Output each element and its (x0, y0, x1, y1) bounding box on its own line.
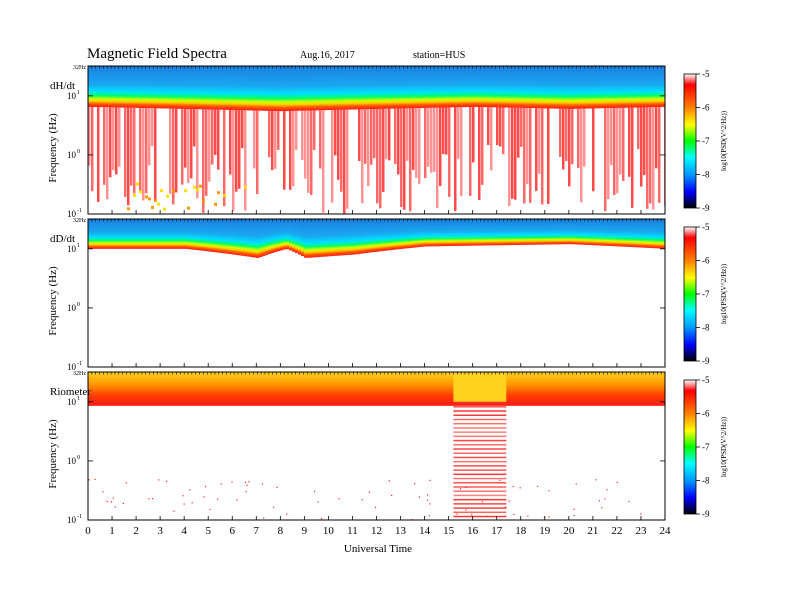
panel-name: dD/dt (50, 233, 75, 245)
y-tick-label: 10 (67, 91, 77, 101)
colorbar (683, 73, 697, 209)
y-tick-label: 10 (67, 209, 77, 219)
colorbar-tick-label: -5 (702, 375, 710, 385)
y-tick-label: 10 (67, 456, 77, 466)
y-tick-label: 10 (67, 303, 77, 313)
x-tick-label: 13 (395, 525, 407, 537)
colorbar-label: log10(PSD(V^2/Hz)) (720, 416, 728, 477)
x-tick-label: 10 (323, 525, 335, 537)
colorbar-tick-label: -8 (702, 170, 710, 180)
colorbar-tick-label: -7 (702, 289, 710, 299)
x-tick-label: 14 (419, 525, 431, 537)
x-tick-label: 15 (443, 525, 455, 537)
figure-title: Magnetic Field Spectra (87, 46, 227, 62)
spectrogram-image (88, 219, 665, 258)
x-tick-label: 6 (230, 525, 236, 537)
colorbar-tick-label: -9 (702, 356, 710, 366)
y-axis-title: Frequency (Hz) (47, 266, 59, 336)
x-tick-label: 23 (635, 525, 647, 537)
station-label: station=HUS (413, 50, 465, 61)
y-tick-exponent: -1 (77, 514, 82, 520)
x-tick-label: 3 (157, 525, 163, 537)
x-tick-label: 1 (109, 525, 115, 537)
colorbar-tick-label: -6 (702, 103, 710, 113)
colorbar-tick-label: -6 (702, 409, 710, 419)
colorbar-tick-label: -9 (702, 509, 710, 519)
spectrogram-panel-3: 0 1 2 3 4 5 6 7 8 9 10 11 12 13 14 15 16 17 18 19 20 21 22 23 24… (47, 371, 728, 537)
x-tick-label: 17 (491, 525, 503, 537)
colorbar-tick-label: -5 (702, 69, 710, 79)
colorbar-tick-label: -7 (702, 136, 710, 146)
spectrogram-image (88, 66, 665, 214)
y-tick-label: 10 (67, 362, 77, 372)
colorbar-tick-label: -5 (702, 222, 710, 232)
x-tick-label: 7 (254, 525, 260, 537)
y-tick-label: 10 (67, 244, 77, 254)
x-tick-label: 9 (302, 525, 308, 537)
x-tick-label: 24 (660, 525, 672, 537)
x-tick-label: 4 (181, 525, 187, 537)
x-tick-label: 20 (563, 525, 575, 537)
colorbar-tick-label: -7 (702, 442, 710, 452)
x-tick-label: 2 (133, 525, 139, 537)
x-tick-label: 11 (347, 525, 358, 537)
panel-name: dH/dt (50, 80, 75, 92)
x-tick-label: 18 (515, 525, 527, 537)
y-tick-label: 10 (67, 397, 77, 407)
x-tick-label: 22 (611, 525, 622, 537)
x-tick-label: 16 (467, 525, 479, 537)
colorbar-tick-label: -8 (702, 323, 710, 333)
y-tick-exponent: 0 (77, 455, 80, 461)
colorbar (683, 379, 697, 515)
colorbar (683, 226, 697, 362)
y-tick-label: 10 (67, 150, 77, 160)
x-tick-label: 12 (371, 525, 382, 537)
y-axis-title: Frequency (Hz) (47, 419, 59, 489)
y-tick-exponent: -1 (77, 361, 82, 367)
y-top-label: 32Hz (73, 218, 86, 224)
x-tick-label: 0 (85, 525, 91, 537)
y-tick-exponent: -1 (77, 208, 82, 214)
y-tick-exponent: 0 (77, 302, 80, 308)
date-label: Aug.16, 2017 (300, 50, 355, 61)
x-axis-title: Universal Time (344, 543, 412, 555)
y-tick-exponent: 1 (77, 396, 80, 402)
y-tick-label: 10 (67, 515, 77, 525)
y-tick-exponent: 1 (77, 90, 80, 96)
panel-name: Riometer (50, 386, 91, 398)
y-tick-exponent: 0 (77, 149, 80, 155)
colorbar-label: log10(PSD(V^2/Hz)) (720, 110, 728, 171)
spectrogram-image (88, 372, 665, 520)
colorbar-tick-label: -6 (702, 256, 710, 266)
colorbar-tick-label: -8 (702, 476, 710, 486)
x-tick-label: 5 (205, 525, 211, 537)
x-tick-label: 8 (278, 525, 284, 537)
colorbar-label: log10(PSD(V^2/Hz)) (720, 263, 728, 324)
x-tick-label: 19 (539, 525, 551, 537)
y-tick-exponent: 1 (77, 243, 80, 249)
y-axis-title: Frequency (Hz) (47, 113, 59, 183)
x-tick-label: 21 (587, 525, 598, 537)
y-top-label: 32Hz (73, 371, 86, 377)
colorbar-tick-label: -9 (702, 203, 710, 213)
y-top-label: 32Hz (73, 65, 86, 71)
